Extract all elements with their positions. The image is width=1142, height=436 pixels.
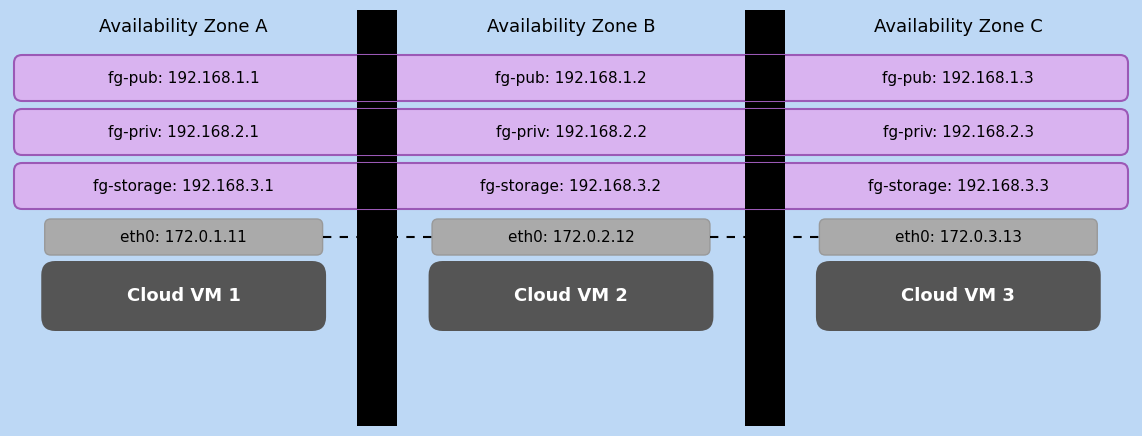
Text: fg-storage: 192.168.3.3: fg-storage: 192.168.3.3 xyxy=(868,178,1048,194)
FancyBboxPatch shape xyxy=(14,109,1128,155)
Text: fg-pub: 192.168.1.1: fg-pub: 192.168.1.1 xyxy=(107,71,259,85)
Text: fg-priv: 192.168.2.2: fg-priv: 192.168.2.2 xyxy=(496,125,646,140)
FancyBboxPatch shape xyxy=(45,219,322,255)
FancyBboxPatch shape xyxy=(820,219,1097,255)
Bar xyxy=(745,55,785,101)
Text: eth0: 172.0.3.13: eth0: 172.0.3.13 xyxy=(895,229,1022,245)
Text: eth0: 172.0.2.12: eth0: 172.0.2.12 xyxy=(508,229,634,245)
Bar xyxy=(745,109,785,155)
Text: fg-storage: 192.168.3.1: fg-storage: 192.168.3.1 xyxy=(94,178,274,194)
Text: Availability Zone A: Availability Zone A xyxy=(99,18,268,36)
FancyBboxPatch shape xyxy=(428,261,714,331)
Text: fg-pub: 192.168.1.2: fg-pub: 192.168.1.2 xyxy=(496,71,646,85)
Text: eth0: 172.0.1.11: eth0: 172.0.1.11 xyxy=(120,229,247,245)
Text: Cloud VM 1: Cloud VM 1 xyxy=(127,287,241,305)
FancyBboxPatch shape xyxy=(14,163,1128,209)
FancyBboxPatch shape xyxy=(10,10,1132,426)
Text: fg-priv: 192.168.2.3: fg-priv: 192.168.2.3 xyxy=(883,125,1034,140)
Bar xyxy=(357,10,397,426)
FancyBboxPatch shape xyxy=(432,219,710,255)
Bar xyxy=(357,109,397,155)
FancyBboxPatch shape xyxy=(815,261,1101,331)
Bar xyxy=(357,55,397,101)
FancyBboxPatch shape xyxy=(14,55,1128,101)
Text: Cloud VM 3: Cloud VM 3 xyxy=(901,287,1015,305)
Text: Cloud VM 2: Cloud VM 2 xyxy=(514,287,628,305)
Text: Availability Zone C: Availability Zone C xyxy=(874,18,1043,36)
Text: fg-storage: 192.168.3.2: fg-storage: 192.168.3.2 xyxy=(481,178,661,194)
Text: fg-priv: 192.168.2.1: fg-priv: 192.168.2.1 xyxy=(108,125,259,140)
Bar xyxy=(745,163,785,209)
FancyBboxPatch shape xyxy=(41,261,327,331)
Text: Availability Zone B: Availability Zone B xyxy=(486,18,656,36)
Text: fg-pub: 192.168.1.3: fg-pub: 192.168.1.3 xyxy=(883,71,1035,85)
Bar xyxy=(357,163,397,209)
Bar xyxy=(745,10,785,426)
